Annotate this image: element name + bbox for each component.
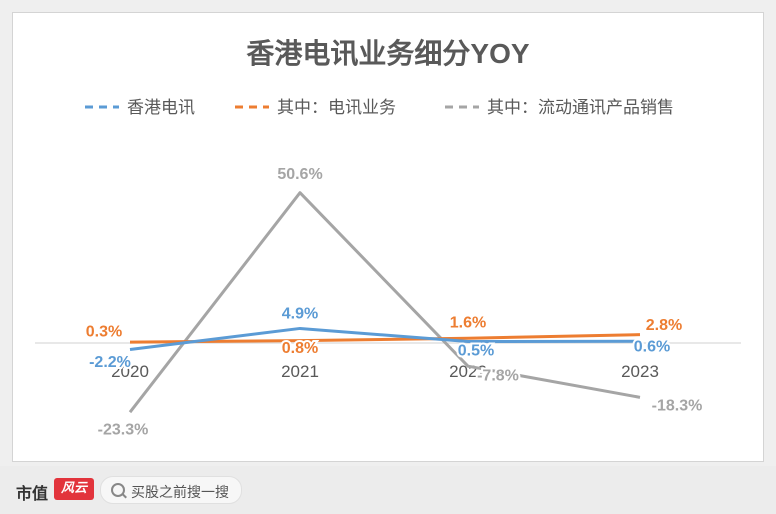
legend-label-0: 香港电讯 — [127, 98, 195, 117]
data-label-1-3: 2.8% — [646, 317, 682, 334]
chart-card: 香港电讯业务细分YOY 香港电讯 其中：电讯业务 其中：流动通讯产品销售 2020 2… — [12, 12, 764, 462]
legend-label-1: 其中：电讯业务 — [277, 98, 396, 117]
search-placeholder: 买股之前搜一搜 — [131, 484, 229, 500]
data-label-0-0: -2.2% — [89, 354, 131, 371]
data-label-0-1: 4.9% — [282, 306, 318, 323]
x-tick-label: 2023 — [621, 362, 659, 381]
search-box[interactable]: 买股之前搜一搜 — [100, 476, 242, 504]
chart-svg: 香港电讯业务细分YOY 香港电讯 其中：电讯业务 其中：流动通讯产品销售 2020 2… — [35, 37, 741, 440]
data-label-2-0: -23.3% — [98, 421, 149, 438]
legend: 香港电讯 其中：电讯业务 其中：流动通讯产品销售 — [85, 98, 674, 117]
footer-bar: 市值 风云 买股之前搜一搜 — [0, 466, 776, 514]
data-label-2-3: -18.3% — [652, 398, 703, 415]
series-line-2 — [128, 191, 641, 414]
search-icon — [111, 483, 125, 497]
series-line-1 — [129, 333, 641, 344]
x-tick-label: 2021 — [281, 362, 319, 381]
data-label-1-1: 0.8% — [282, 340, 318, 357]
data-label-1-0: 0.3% — [86, 323, 122, 340]
data-label-1-2: 1.6% — [450, 314, 486, 331]
chart-title: 香港电讯业务细分YOY — [246, 37, 529, 69]
x-tick-label: 2020 — [111, 362, 149, 381]
series-line-0 — [129, 326, 641, 352]
data-label-2-1: 50.6% — [277, 166, 322, 183]
legend-label-2: 其中：流动通讯产品销售 — [487, 98, 674, 117]
data-label-0-3: 0.6% — [634, 338, 670, 355]
data-label-2-2: -7.8% — [477, 367, 519, 384]
brand-name: 市值 — [16, 484, 49, 503]
data-label-0-2: 0.5% — [458, 343, 494, 360]
brand-logo: 风云 — [54, 478, 94, 500]
plot-area: 2020 2021 2022 2023-2.2%4.9%0.5% 0.6%0.3%0.8… — [35, 164, 741, 440]
